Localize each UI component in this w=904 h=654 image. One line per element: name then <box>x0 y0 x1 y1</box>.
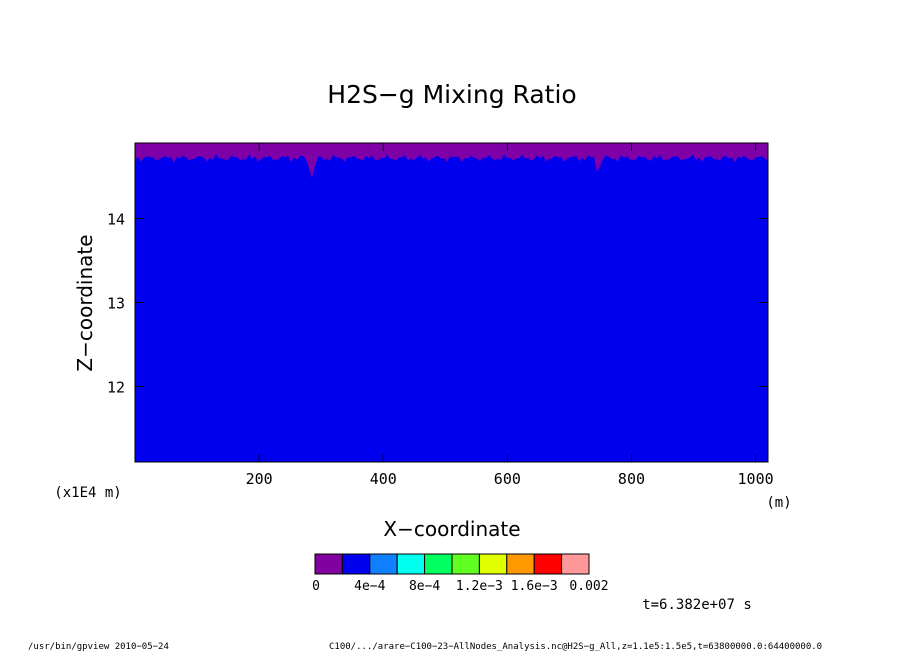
colorbar-swatch <box>396 553 426 575</box>
colorbar-label: 4e−4 <box>354 579 385 594</box>
colorbar-swatch <box>314 553 343 575</box>
colorbar-label: 0.002 <box>569 579 608 594</box>
colorbar-swatch <box>369 553 398 575</box>
x-tick-label: 1000 <box>738 470 774 488</box>
colorbar-swatch <box>506 553 535 575</box>
colorbar-label: 0 <box>312 579 320 594</box>
colorbar-swatch <box>533 553 563 575</box>
x-axis-label: X−coordinate <box>383 517 520 541</box>
time-label: t=6.382e+07 s <box>642 597 752 613</box>
y-tick-label: 12 <box>107 378 125 396</box>
chart-title: H2S−g Mixing Ratio <box>327 80 576 109</box>
field-region-low <box>135 143 768 462</box>
colorbar-swatch <box>478 553 508 575</box>
x-tick-label: 200 <box>246 470 273 488</box>
x-axis-unit: (m) <box>766 495 791 511</box>
y-axis-unit: (x1E4 m) <box>54 485 121 501</box>
colorbar <box>314 553 590 575</box>
x-tick-label: 800 <box>618 470 645 488</box>
footer-program: /usr/bin/gpview 2010−05−24 <box>28 642 169 652</box>
colorbar-swatch <box>451 553 480 575</box>
field-region-high <box>135 143 768 179</box>
y-tick-label: 14 <box>107 211 125 229</box>
footer-source: C100/.../arare−C100−23−AllNodes_Analysis… <box>329 642 823 652</box>
x-axis-ticks: 200 400 600 800 1000 <box>246 143 774 488</box>
colorbar-label: 8e−4 <box>409 579 440 594</box>
colorbar-label: 1.2e−3 <box>456 579 503 594</box>
x-tick-label: 400 <box>370 470 397 488</box>
x-tick-label: 600 <box>494 470 521 488</box>
colorbar-label: 1.6e−3 <box>511 579 558 594</box>
y-tick-label: 13 <box>107 295 125 313</box>
colorbar-labels: 0 4e−4 8e−4 1.2e−3 1.6e−3 0.002 <box>312 579 608 594</box>
plot-area <box>134 142 769 463</box>
colorbar-swatch <box>561 553 590 575</box>
y-axis-label: Z−coordinate <box>73 234 97 371</box>
colorbar-swatch <box>341 553 371 575</box>
colorbar-swatch <box>424 553 453 575</box>
y-axis-ticks: 12 13 14 <box>107 211 768 396</box>
